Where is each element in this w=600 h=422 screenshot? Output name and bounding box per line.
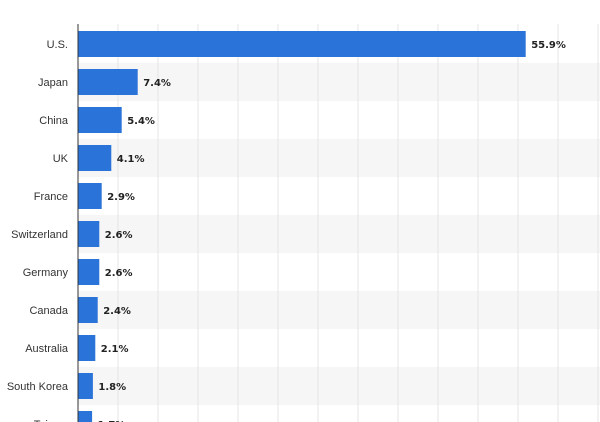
category-label: China [39,115,69,127]
value-label: 2.6% [105,268,133,279]
bar [78,183,102,209]
value-label: 2.4% [103,306,131,317]
row-stripe [78,139,600,177]
row-stripe [78,291,600,329]
value-label: 2.1% [101,344,129,355]
value-label: 2.6% [105,230,133,241]
value-label: 1.7% [98,420,126,422]
bar [78,373,93,399]
value-label: 2.9% [107,192,135,203]
bar [78,31,526,57]
category-label: U.S. [47,39,68,51]
bar [78,145,112,171]
value-label: 1.8% [98,382,126,393]
row-stripes [78,63,600,405]
category-label: Japan [38,77,68,89]
gridlines [117,24,599,422]
category-label: Germany [23,267,69,279]
category-label: Taiwan [34,419,68,422]
bar [78,411,93,422]
category-label: Switzerland [11,229,68,241]
value-label: 4.1% [117,154,145,165]
category-label: Australia [25,343,69,355]
category-labels: U.S. Japan China UK France Switzerland Germany… [7,39,69,422]
category-label: France [34,191,68,203]
row-stripe [78,215,600,253]
value-label: 55.9% [531,40,566,51]
row-stripe [78,367,600,405]
bars [78,31,526,422]
bar [78,107,122,133]
bar [78,297,98,323]
value-label: 7.4% [143,78,171,89]
bar [78,69,138,95]
bar [78,335,96,361]
category-label: Canada [29,305,68,317]
value-labels: 55.9% 7.4% 5.4% 4.1% 2.9% 2.6% 2.6% 2.4% 2.1% 1.8… [98,40,566,422]
bar [78,259,100,285]
value-label: 5.4% [127,116,155,127]
category-label: South Korea [7,381,69,393]
row-stripe [78,63,600,101]
category-label: UK [53,153,69,165]
bar [78,221,100,247]
